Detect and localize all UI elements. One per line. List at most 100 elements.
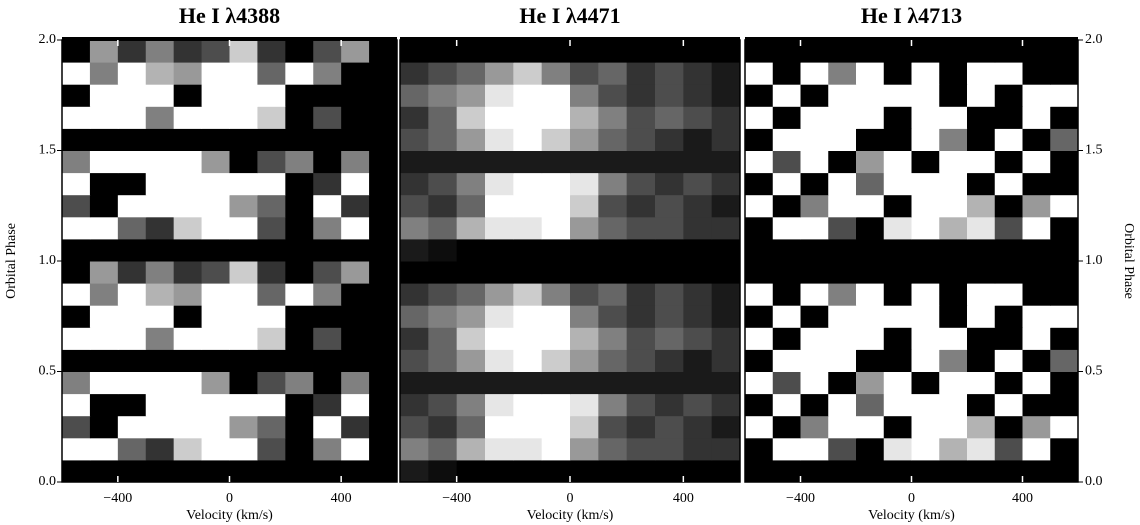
cell	[939, 84, 968, 107]
cell	[341, 62, 370, 85]
cell	[800, 238, 829, 262]
cell	[229, 128, 258, 151]
cell	[883, 371, 912, 395]
cell	[173, 283, 203, 306]
cell	[89, 261, 119, 284]
cell	[400, 128, 429, 151]
cell	[800, 261, 829, 284]
cell	[967, 238, 996, 262]
cell	[711, 261, 741, 284]
cell	[883, 349, 912, 372]
cell	[994, 216, 1023, 240]
cell	[428, 150, 458, 174]
cell	[626, 40, 656, 63]
cell	[911, 194, 940, 218]
cell	[400, 437, 429, 461]
cell	[145, 393, 175, 417]
cell	[341, 459, 370, 483]
cell	[541, 106, 571, 129]
cell	[513, 62, 543, 85]
cell	[939, 415, 968, 439]
cell	[772, 238, 801, 262]
cell	[745, 393, 774, 417]
cell	[772, 305, 801, 328]
cell	[655, 238, 684, 262]
cell	[62, 371, 91, 395]
cell	[828, 437, 857, 461]
cell	[570, 106, 599, 129]
cell	[828, 459, 857, 483]
cell	[772, 106, 801, 129]
cell	[772, 393, 801, 417]
y-tick-label: 0.5	[39, 364, 57, 379]
x-tick-label: 0	[567, 491, 574, 506]
cell	[626, 84, 656, 107]
x-tick-label: 0	[908, 491, 915, 506]
cell	[1050, 283, 1079, 306]
cell	[541, 194, 571, 218]
cell	[400, 84, 429, 107]
cell	[229, 150, 258, 174]
y-tick-label: 1.5	[39, 143, 57, 158]
cell	[541, 371, 571, 395]
cell	[1050, 371, 1079, 395]
cell	[828, 128, 857, 151]
cell	[428, 40, 458, 63]
cell	[313, 437, 342, 461]
cell	[683, 393, 713, 417]
cell	[62, 437, 91, 461]
cell	[257, 261, 286, 284]
cell	[655, 371, 684, 395]
cell	[772, 40, 801, 63]
cell	[117, 238, 147, 262]
cell	[683, 327, 713, 350]
cell	[313, 40, 342, 63]
cell	[62, 238, 91, 262]
cell	[341, 128, 370, 151]
cell	[62, 216, 91, 240]
cell	[89, 62, 119, 85]
cell	[89, 238, 119, 262]
cell	[485, 84, 514, 107]
cell	[745, 261, 774, 284]
cell	[513, 415, 543, 439]
cell	[800, 128, 829, 151]
cell	[400, 150, 429, 174]
cell	[994, 459, 1023, 483]
cell	[1050, 194, 1079, 218]
x-axis-label: Velocity (km/s)	[527, 508, 614, 523]
cell	[598, 62, 628, 85]
cell	[173, 172, 203, 196]
cell	[62, 62, 91, 85]
cell	[513, 84, 543, 107]
cell	[598, 283, 628, 306]
cell	[856, 128, 885, 151]
cell	[745, 216, 774, 240]
x-axis-label: Velocity (km/s)	[868, 508, 955, 523]
cell	[485, 261, 514, 284]
cell	[513, 238, 543, 262]
cell	[456, 84, 486, 107]
cell	[772, 172, 801, 196]
cell	[285, 393, 314, 417]
cell	[341, 194, 370, 218]
cell	[456, 150, 486, 174]
cell	[626, 393, 656, 417]
cell	[856, 216, 885, 240]
x-tick-label: −400	[786, 491, 815, 506]
cell	[939, 216, 968, 240]
cell	[626, 283, 656, 306]
cell	[369, 62, 398, 85]
cell	[201, 84, 230, 107]
cell	[711, 216, 741, 240]
cell	[145, 305, 175, 328]
y-tick-label: 1.0	[1085, 253, 1103, 268]
cell	[1050, 327, 1079, 350]
cell	[456, 459, 486, 483]
cell	[513, 305, 543, 328]
cell	[485, 62, 514, 85]
cell	[485, 371, 514, 395]
cell	[1022, 194, 1051, 218]
cell	[456, 371, 486, 395]
cell	[994, 305, 1023, 328]
